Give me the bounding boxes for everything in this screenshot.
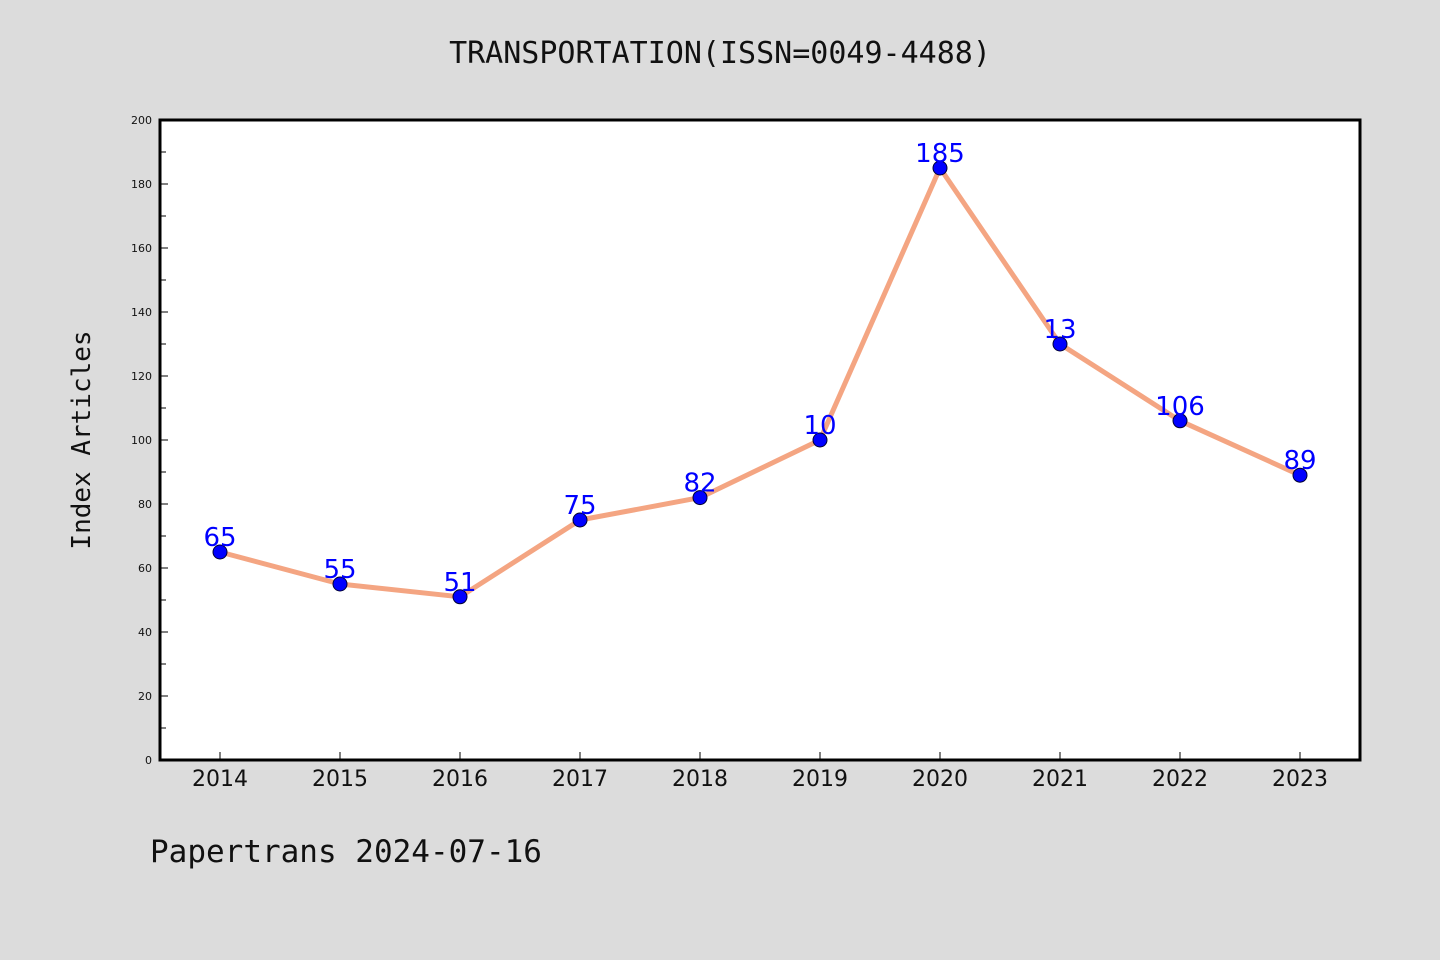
data-point [212, 544, 228, 560]
footer-credit: Papertrans 2024-07-16 [150, 834, 542, 870]
data-label: 82 [683, 469, 716, 499]
data-labels-group: 65 55 51 75 82 10 185 13 106 89 [203, 139, 1316, 598]
data-point [1172, 413, 1188, 429]
data-label: 51 [443, 568, 476, 598]
chart-title: TRANSPORTATION(ISSN=0049-4488) [449, 36, 991, 71]
data-label: 185 [915, 139, 965, 169]
data-label: 65 [203, 523, 236, 553]
x-tick-label: 2016 [432, 767, 488, 792]
data-label: 10 [803, 411, 836, 441]
x-tick-label: 2014 [192, 767, 248, 792]
data-label: 89 [1283, 446, 1316, 476]
series-group [212, 160, 1308, 605]
x-tick-label: 2015 [312, 767, 368, 792]
x-tick-label: 2019 [792, 767, 848, 792]
data-point [692, 490, 708, 506]
x-tick-label: 2022 [1152, 767, 1208, 792]
x-tick-label: 2020 [912, 767, 968, 792]
y-tick-label: 140 [131, 306, 152, 319]
x-tick-label: 2023 [1272, 767, 1328, 792]
data-label: 75 [563, 491, 596, 521]
data-label: 55 [323, 555, 356, 585]
data-point [572, 512, 588, 528]
data-point [812, 432, 828, 448]
data-point [452, 589, 468, 605]
data-point [932, 160, 948, 176]
data-point [1052, 336, 1068, 352]
y-tick-label: 0 [145, 754, 152, 767]
y-axis: 0 20 40 60 80 100 120 140 160 180 200 [131, 114, 168, 767]
x-axis: 2014 2015 2016 2017 2018 2019 2020 2021 2022 2023 [192, 752, 1328, 792]
data-label: 13 [1043, 315, 1076, 345]
y-tick-label: 80 [138, 498, 152, 511]
y-axis-label: Index Articles [67, 330, 97, 549]
y-tick-label: 100 [131, 434, 152, 447]
x-tick-label: 2018 [672, 767, 728, 792]
y-tick-label: 60 [138, 562, 152, 575]
y-tick-label: 120 [131, 370, 152, 383]
y-tick-label: 180 [131, 178, 152, 191]
y-tick-label: 20 [138, 690, 152, 703]
plot-area [158, 118, 1362, 762]
data-point [332, 576, 348, 592]
data-point [1292, 467, 1308, 483]
y-tick-label: 160 [131, 242, 152, 255]
series-line [217, 165, 1303, 600]
data-label: 106 [1155, 392, 1205, 422]
x-tick-label: 2021 [1032, 767, 1088, 792]
y-tick-label: 40 [138, 626, 152, 639]
y-tick-label: 200 [131, 114, 152, 127]
x-tick-label: 2017 [552, 767, 608, 792]
